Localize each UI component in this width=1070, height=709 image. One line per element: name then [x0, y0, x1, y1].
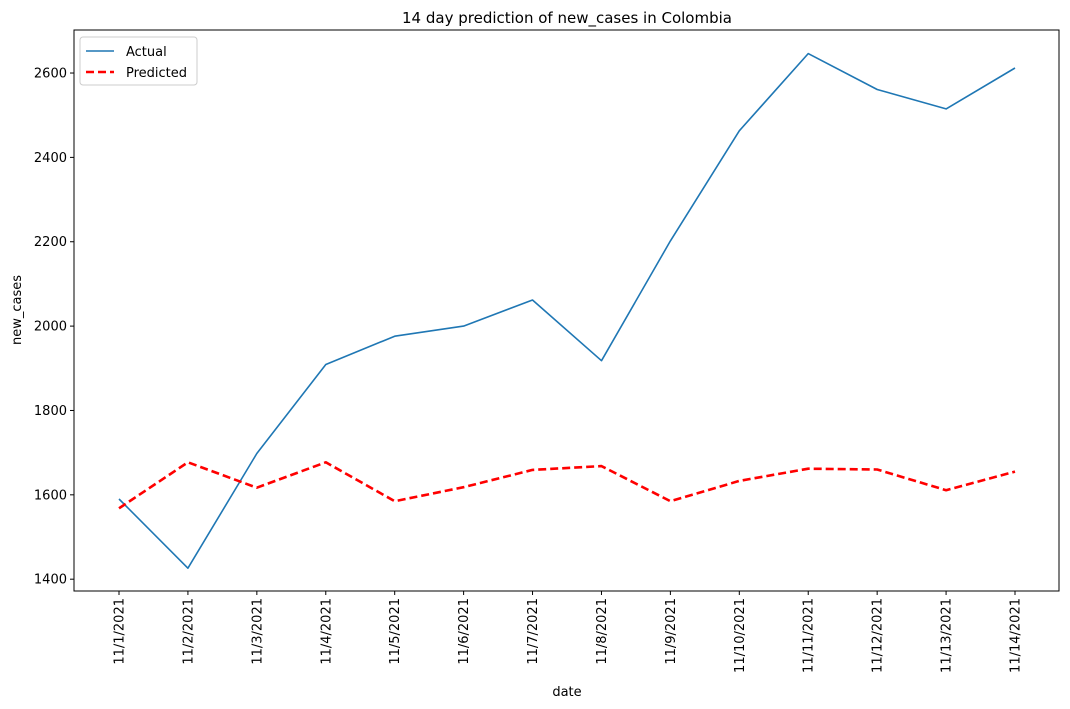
y-tick-label: 1600	[34, 488, 67, 503]
series-line-predicted	[118, 460, 1016, 510]
x-tick-label: 11/14/2021	[1009, 598, 1024, 673]
legend-frame	[79, 36, 198, 86]
legend: Actual Predicted	[79, 36, 198, 86]
x-tick-label: 11/4/2021	[319, 598, 334, 665]
x-tick-label: 11/7/2021	[526, 598, 541, 665]
x-tick-label: 11/3/2021	[250, 598, 265, 665]
y-tick-label: 2000	[34, 320, 67, 335]
y-tick-label: 2400	[34, 151, 67, 166]
x-tick-label: 11/8/2021	[595, 598, 610, 665]
x-tick-label: 11/5/2021	[388, 598, 403, 665]
y-tick-label: 2200	[34, 235, 67, 250]
y-axis-label: new_cases	[10, 275, 25, 345]
x-tick-label: 11/9/2021	[664, 598, 679, 665]
plot-area	[73, 29, 1060, 592]
x-tick-label: 11/1/2021	[113, 598, 128, 665]
x-tick-label: 11/11/2021	[802, 598, 817, 673]
y-tick-label: 1800	[34, 404, 67, 419]
series-lines	[118, 52, 1016, 570]
legend-actual-label: Actual	[126, 45, 167, 60]
y-axis-ticks: 1400 1600 1800 2000 2200 2400 2600	[34, 67, 74, 588]
y-tick-label: 1400	[34, 573, 67, 588]
x-axis-ticks: 11/1/2021 11/2/2021 11/3/2021 11/4/2021 11/5…	[113, 591, 1024, 673]
x-tick-label: 11/13/2021	[940, 598, 955, 673]
x-axis-label: date	[552, 685, 581, 700]
legend-predicted-label: Predicted	[126, 66, 187, 81]
y-tick-label: 2600	[34, 67, 67, 82]
series-line-actual	[118, 52, 1016, 570]
x-tick-label: 11/10/2021	[733, 598, 748, 673]
x-tick-label: 11/12/2021	[871, 598, 886, 673]
x-tick-label: 11/2/2021	[181, 598, 196, 665]
x-tick-label: 11/6/2021	[457, 598, 472, 665]
chart-title: 14 day prediction of new_cases in Colomb…	[402, 9, 732, 28]
